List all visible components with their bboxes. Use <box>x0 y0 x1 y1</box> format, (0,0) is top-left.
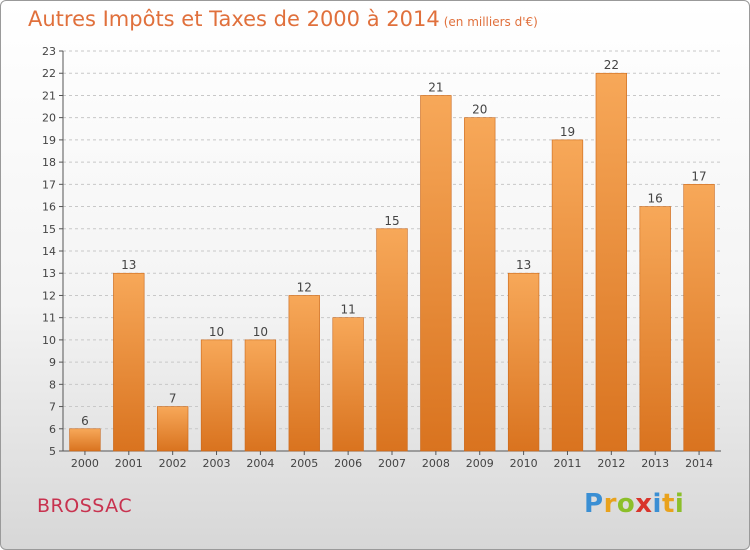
bar <box>420 95 452 452</box>
x-tick-label: 2012 <box>597 457 625 470</box>
bar-value-label: 15 <box>384 214 399 228</box>
x-tick-label: 2013 <box>641 457 669 470</box>
x-tick-label: 2004 <box>246 457 274 470</box>
chart-title: Autres Impôts et Taxes de 2000 à 2014 (en… <box>28 7 538 31</box>
logo-letter: P <box>584 489 604 519</box>
y-tick-label: 11 <box>42 312 56 325</box>
bar <box>507 272 540 452</box>
chart-title-main: Autres Impôts et Taxes de 2000 à 2014 <box>28 7 440 31</box>
y-tick-label: 22 <box>42 67 56 80</box>
bar-value-label: 20 <box>472 103 487 117</box>
bar <box>200 339 233 452</box>
bar <box>639 206 671 452</box>
x-tick-label: 2007 <box>378 457 406 470</box>
x-tick-label: 2003 <box>203 457 231 470</box>
y-tick-label: 7 <box>49 401 56 414</box>
x-tick-label: 2000 <box>71 457 99 470</box>
bar-value-label: 21 <box>428 80 443 94</box>
proxiti-logo: Proxiti <box>584 489 684 519</box>
bar-value-label: 7 <box>169 392 177 406</box>
x-tick-label: 2006 <box>334 457 362 470</box>
y-tick-label: 10 <box>42 334 56 347</box>
commune-name: BROSSAC <box>37 495 133 517</box>
y-tick-label: 23 <box>42 45 56 58</box>
x-tick-label: 2011 <box>553 457 581 470</box>
chart-title-unit: (en milliers d'€) <box>443 15 538 29</box>
bar-value-label: 13 <box>516 258 531 272</box>
bar <box>376 228 408 452</box>
bar <box>244 339 277 452</box>
y-tick-label: 21 <box>42 89 56 102</box>
x-tick-label: 2002 <box>159 457 187 470</box>
y-tick-label: 9 <box>49 356 56 369</box>
y-tick-label: 6 <box>49 423 56 436</box>
x-tick-label: 2008 <box>422 457 450 470</box>
y-tick-label: 19 <box>42 134 56 147</box>
bar <box>288 295 320 452</box>
bar <box>157 406 189 452</box>
bar-value-label: 16 <box>648 192 663 206</box>
y-tick-label: 12 <box>42 289 56 302</box>
bar-value-label: 12 <box>297 280 312 294</box>
y-tick-label: 8 <box>49 378 56 391</box>
bar <box>69 428 101 452</box>
y-tick-label: 15 <box>42 223 56 236</box>
bar <box>683 184 715 452</box>
bar-value-label: 17 <box>691 169 706 183</box>
x-tick-label: 2014 <box>685 457 713 470</box>
bar-value-label: 13 <box>121 258 136 272</box>
x-tick-label: 2001 <box>115 457 143 470</box>
bar-value-label: 6 <box>81 414 89 428</box>
x-tick-label: 2005 <box>290 457 318 470</box>
logo-letter: i <box>652 489 662 519</box>
bar <box>332 317 364 452</box>
y-tick-label: 17 <box>42 178 56 191</box>
y-tick-label: 20 <box>42 112 56 125</box>
bar <box>551 139 584 452</box>
logo-letter: i <box>674 489 685 519</box>
logo-letter: o <box>616 489 636 519</box>
bar-value-label: 19 <box>560 125 575 139</box>
y-tick-label: 13 <box>42 267 56 280</box>
y-tick-label: 14 <box>42 245 56 258</box>
bar-value-label: 22 <box>604 58 619 72</box>
x-tick-label: 2009 <box>466 457 494 470</box>
logo-letter: x <box>635 489 653 519</box>
bar-value-label: 11 <box>340 303 355 317</box>
bar <box>464 117 496 452</box>
bar-value-label: 10 <box>209 325 224 339</box>
bar <box>595 72 627 452</box>
y-tick-label: 5 <box>49 445 56 458</box>
bar-value-label: 10 <box>253 325 268 339</box>
bar <box>113 272 145 452</box>
y-tick-label: 16 <box>42 201 56 214</box>
logo-letter: r <box>603 489 617 519</box>
y-tick-label: 18 <box>42 156 56 169</box>
x-tick-label: 2010 <box>510 457 538 470</box>
logo-letter: t <box>661 489 675 519</box>
